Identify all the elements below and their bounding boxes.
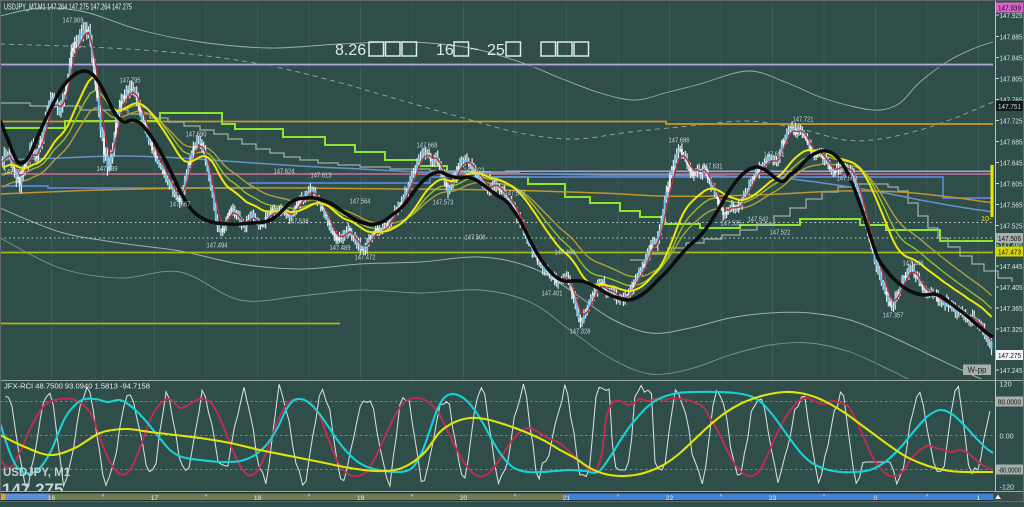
svg-text:147.939: 147.939 (998, 3, 1021, 12)
svg-text:147.631: 147.631 (702, 164, 723, 171)
svg-text:147.909: 147.909 (63, 18, 84, 25)
svg-text:25: 25 (487, 42, 505, 59)
svg-text:147.685: 147.685 (1000, 137, 1023, 146)
svg-text:JFX-RCI 48.7500 93.0940 1.5813: JFX-RCI 48.7500 93.0940 1.5813 -94.7158 (4, 382, 150, 391)
svg-text:10-: 10- (981, 214, 992, 223)
svg-text:0.00: 0.00 (1000, 431, 1014, 440)
svg-text:147.405: 147.405 (1000, 283, 1023, 292)
svg-text:21: 21 (563, 495, 571, 502)
svg-text:147.805: 147.805 (1000, 74, 1023, 83)
svg-text:20: 20 (460, 495, 468, 502)
svg-text:147.613: 147.613 (311, 173, 332, 180)
svg-text:147.795: 147.795 (120, 78, 141, 85)
svg-text:16: 16 (436, 42, 454, 59)
svg-text:16: 16 (48, 495, 56, 502)
svg-text:147.645: 147.645 (1000, 158, 1023, 167)
svg-text:USDJPY, M1: USDJPY, M1 (3, 467, 71, 479)
svg-text:147.494: 147.494 (207, 243, 228, 250)
svg-text:147.885: 147.885 (1000, 32, 1023, 41)
svg-text:147.328: 147.328 (570, 329, 591, 336)
svg-text:147.473: 147.473 (998, 247, 1021, 256)
svg-text:147.690: 147.690 (186, 132, 207, 139)
svg-text:147.651: 147.651 (764, 152, 785, 159)
svg-text:17: 17 (151, 495, 159, 502)
svg-text:147.605: 147.605 (1000, 179, 1023, 188)
svg-text:147.573: 147.573 (433, 200, 454, 207)
svg-text:22: 22 (666, 495, 674, 502)
svg-text:-120: -120 (1000, 483, 1015, 492)
svg-text:147.725: 147.725 (1000, 116, 1023, 125)
svg-text:0: 0 (874, 495, 878, 502)
svg-text:80.0000: 80.0000 (998, 397, 1021, 406)
svg-text:1: 1 (977, 495, 981, 502)
svg-text:147.325: 147.325 (1000, 325, 1023, 334)
svg-text:147.472: 147.472 (355, 255, 376, 262)
svg-text:147.466: 147.466 (555, 250, 576, 257)
svg-text:147.489: 147.489 (330, 245, 351, 252)
svg-text:147.506: 147.506 (998, 234, 1021, 243)
svg-text:W-pp: W-pp (968, 366, 988, 375)
svg-text:147.542: 147.542 (748, 217, 769, 224)
svg-text:147.567: 147.567 (170, 202, 191, 209)
svg-text:147.609: 147.609 (837, 176, 858, 183)
svg-text:147.506: 147.506 (465, 235, 486, 242)
svg-text:147.275: 147.275 (998, 351, 1021, 360)
svg-text:147.668: 147.668 (417, 143, 438, 150)
svg-text:147.624: 147.624 (274, 169, 295, 176)
svg-text:147.845: 147.845 (1000, 53, 1023, 62)
svg-text:147.623: 147.623 (464, 168, 485, 175)
svg-text:23: 23 (769, 495, 777, 502)
svg-text:19: 19 (357, 495, 365, 502)
svg-text:~: ~ (470, 41, 479, 58)
svg-text:147.565: 147.565 (1000, 200, 1023, 209)
svg-text:147.721: 147.721 (793, 117, 814, 124)
svg-text:147.446: 147.446 (903, 261, 924, 268)
svg-text:147.525: 147.525 (1000, 221, 1023, 230)
svg-text:147.245: 147.245 (1000, 366, 1023, 375)
svg-text:8.26: 8.26 (335, 42, 366, 59)
svg-text:18: 18 (254, 495, 262, 502)
svg-text:147.522: 147.522 (770, 230, 791, 237)
svg-text:147.564: 147.564 (350, 199, 371, 206)
svg-text:147.686: 147.686 (669, 138, 690, 145)
svg-text:147.639: 147.639 (97, 166, 118, 173)
svg-text:147.636: 147.636 (4, 169, 25, 176)
svg-text:147.577: 147.577 (505, 191, 526, 198)
svg-text:USDJPY_MT,M1 147.264 147.275: USDJPY_MT,M1 147.264 147.275 147.264 147… (4, 3, 132, 12)
svg-text:120: 120 (1000, 380, 1012, 389)
svg-text:147.751: 147.751 (998, 102, 1021, 111)
svg-text:147.535: 147.535 (721, 221, 742, 228)
svg-text:147.357: 147.357 (883, 313, 904, 320)
svg-text:-80.0000: -80.0000 (998, 465, 1021, 474)
svg-text:147.445: 147.445 (1000, 262, 1023, 271)
svg-text:147.401: 147.401 (542, 291, 563, 298)
svg-text:147.365: 147.365 (1000, 304, 1023, 313)
svg-text:147.538: 147.538 (288, 219, 309, 226)
